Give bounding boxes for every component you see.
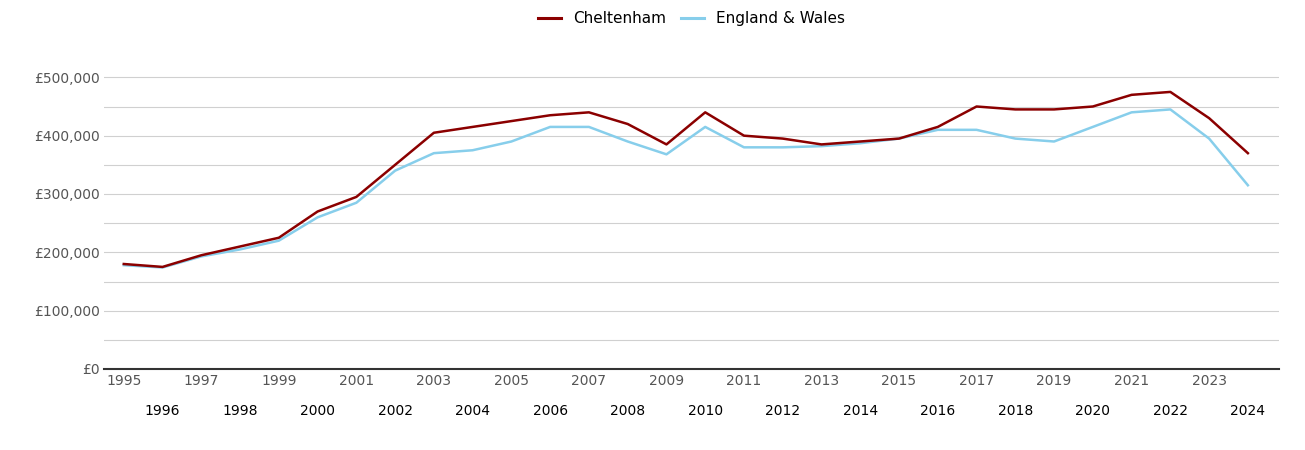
England & Wales xyxy=(814,144,830,149)
England & Wales xyxy=(775,144,791,150)
England & Wales xyxy=(309,215,325,220)
Line: Cheltenham: Cheltenham xyxy=(124,92,1248,267)
England & Wales xyxy=(348,200,364,206)
Cheltenham xyxy=(1047,107,1062,112)
England & Wales xyxy=(465,148,480,153)
Cheltenham xyxy=(1202,116,1218,121)
England & Wales xyxy=(1084,124,1100,130)
Cheltenham xyxy=(348,194,364,200)
England & Wales xyxy=(425,150,441,156)
England & Wales xyxy=(891,136,907,141)
Cheltenham xyxy=(465,124,480,130)
England & Wales xyxy=(1007,136,1023,141)
Cheltenham xyxy=(504,118,519,124)
Cheltenham xyxy=(1124,92,1139,98)
Cheltenham xyxy=(581,110,596,115)
Cheltenham xyxy=(116,261,132,267)
England & Wales xyxy=(1240,183,1255,188)
Cheltenham xyxy=(309,209,325,214)
England & Wales xyxy=(116,262,132,268)
Legend: Cheltenham, England & Wales: Cheltenham, England & Wales xyxy=(531,5,852,32)
Cheltenham xyxy=(193,252,209,258)
England & Wales xyxy=(852,140,868,146)
Cheltenham xyxy=(1240,150,1255,156)
Line: England & Wales: England & Wales xyxy=(124,109,1248,267)
England & Wales xyxy=(1047,139,1062,144)
England & Wales xyxy=(543,124,559,130)
Cheltenham xyxy=(1084,104,1100,109)
Cheltenham xyxy=(1007,107,1023,112)
Cheltenham xyxy=(775,136,791,141)
England & Wales xyxy=(697,124,713,130)
Cheltenham xyxy=(736,133,752,138)
Cheltenham xyxy=(388,162,403,167)
Cheltenham xyxy=(271,235,287,240)
Cheltenham xyxy=(814,142,830,147)
Cheltenham xyxy=(1163,89,1178,94)
Cheltenham xyxy=(968,104,984,109)
Cheltenham xyxy=(543,112,559,118)
England & Wales xyxy=(232,247,248,252)
Cheltenham xyxy=(930,124,946,130)
England & Wales xyxy=(155,265,171,270)
England & Wales xyxy=(271,238,287,243)
England & Wales xyxy=(1202,136,1218,141)
England & Wales xyxy=(581,124,596,130)
Cheltenham xyxy=(697,110,713,115)
England & Wales xyxy=(1124,110,1139,115)
Cheltenham xyxy=(891,136,907,141)
England & Wales xyxy=(736,144,752,150)
England & Wales xyxy=(388,168,403,173)
England & Wales xyxy=(930,127,946,133)
England & Wales xyxy=(193,254,209,259)
England & Wales xyxy=(968,127,984,133)
England & Wales xyxy=(620,139,636,144)
Cheltenham xyxy=(232,244,248,249)
Cheltenham xyxy=(620,122,636,127)
Cheltenham xyxy=(425,130,441,135)
Cheltenham xyxy=(155,264,171,270)
Cheltenham xyxy=(659,142,675,147)
England & Wales xyxy=(659,152,675,157)
Cheltenham xyxy=(852,139,868,144)
England & Wales xyxy=(1163,107,1178,112)
England & Wales xyxy=(504,139,519,144)
